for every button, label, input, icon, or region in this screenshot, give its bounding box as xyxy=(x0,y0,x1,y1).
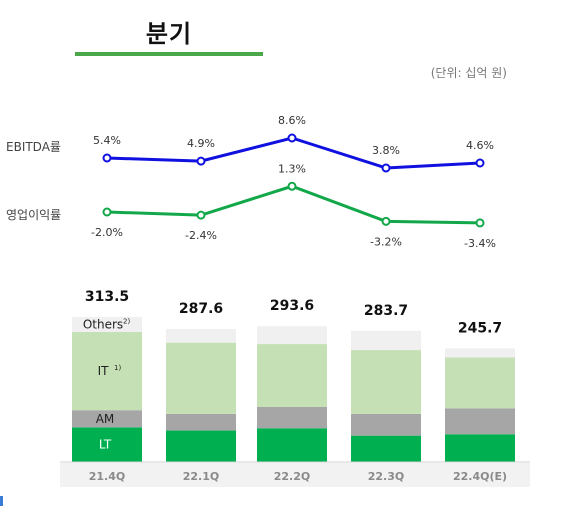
total-label-22.2Q: 293.6 xyxy=(270,298,314,314)
op-margin-point-22.1Q xyxy=(196,210,206,220)
bar-am-22.4Q(E) xyxy=(445,408,515,435)
op-margin-point-22.3Q xyxy=(381,216,391,226)
op-margin-label-22.3Q: -3.2% xyxy=(370,235,402,248)
ebitda-label-22.2Q: 8.6% xyxy=(278,114,306,127)
segment-label-others: Others xyxy=(83,318,123,332)
bar-am-22.2Q xyxy=(257,406,327,429)
ebitda-label-22.3Q: 3.8% xyxy=(372,144,400,157)
op-margin-point-22.4Q(E) xyxy=(475,218,485,228)
x-tick-label-22.3Q: 22.3Q xyxy=(368,470,405,483)
x-tick-label-22.2Q: 22.2Q xyxy=(274,470,311,483)
ebitda-point-22.4Q(E) xyxy=(475,158,485,168)
x-tick-label-21.4Q: 21.4Q xyxy=(89,470,126,483)
ebitda-point-22.1Q xyxy=(196,156,206,166)
segment-note-others: 2) xyxy=(123,318,130,326)
bar-am-21.4Q xyxy=(72,410,142,428)
total-label-21.4Q: 313.5 xyxy=(85,289,129,305)
op-margin-label-22.2Q: 1.3% xyxy=(278,162,306,175)
op-margin-point-21.4Q xyxy=(102,207,112,217)
op-margin-label-22.4Q(E): -3.4% xyxy=(464,237,496,250)
bar-lt-22.3Q xyxy=(351,435,421,462)
ebitda-point-21.4Q xyxy=(102,153,112,163)
total-label-22.1Q: 287.6 xyxy=(179,301,223,317)
ebitda-label-21.4Q: 5.4% xyxy=(93,134,121,147)
ebitda-label-22.1Q: 4.9% xyxy=(187,137,215,150)
x-tick-label-22.1Q: 22.1Q xyxy=(183,470,220,483)
op-margin-point-22.2Q xyxy=(287,181,297,191)
segment-label-am: AM xyxy=(96,412,115,426)
title-underline xyxy=(75,52,263,56)
bar-lt-22.1Q xyxy=(166,430,236,462)
bar-it-22.4Q(E) xyxy=(445,357,515,409)
op-margin-label-21.4Q: -2.0% xyxy=(91,226,123,239)
ebitda-point-22.3Q xyxy=(381,163,391,173)
bar-it-22.1Q xyxy=(166,342,236,414)
ebitda-row-label: EBITDA률 xyxy=(6,140,61,154)
edge-accent xyxy=(0,496,3,506)
operating-margin-row-label: 영업이익률 xyxy=(6,208,62,222)
total-label-22.3Q: 283.7 xyxy=(364,303,408,319)
bar-others-22.2Q xyxy=(257,326,327,345)
segment-label-lt: LT xyxy=(99,438,112,452)
bar-am-22.1Q xyxy=(166,413,236,431)
unit-note: (단위: 십억 원) xyxy=(430,66,507,80)
chart-title: 분기 xyxy=(145,20,193,48)
segment-note-it: 1) xyxy=(114,364,121,372)
bar-lt-21.4Q xyxy=(72,427,142,462)
bar-others-22.1Q xyxy=(166,328,236,343)
bar-lt-22.2Q xyxy=(257,428,327,462)
op-margin-label-22.1Q: -2.4% xyxy=(185,229,217,242)
bar-others-22.4Q(E) xyxy=(445,348,515,358)
bar-it-21.4Q xyxy=(72,332,142,411)
bar-lt-22.4Q(E) xyxy=(445,434,515,462)
total-label-22.4Q(E): 245.7 xyxy=(458,320,502,336)
ebitda-label-22.4Q(E): 4.6% xyxy=(466,139,494,152)
x-tick-label-22.4Q(E): 22.4Q(E) xyxy=(453,470,507,483)
bar-am-22.3Q xyxy=(351,413,421,436)
x-axis-band xyxy=(60,463,530,487)
ebitda-point-22.2Q xyxy=(287,133,297,143)
op-margin-line xyxy=(106,184,481,225)
bar-it-22.3Q xyxy=(351,350,421,414)
bar-it-22.2Q xyxy=(257,344,327,407)
segment-label-it: IT xyxy=(98,364,110,378)
bar-others-21.4Q xyxy=(72,317,142,333)
bar-others-22.3Q xyxy=(351,330,421,351)
